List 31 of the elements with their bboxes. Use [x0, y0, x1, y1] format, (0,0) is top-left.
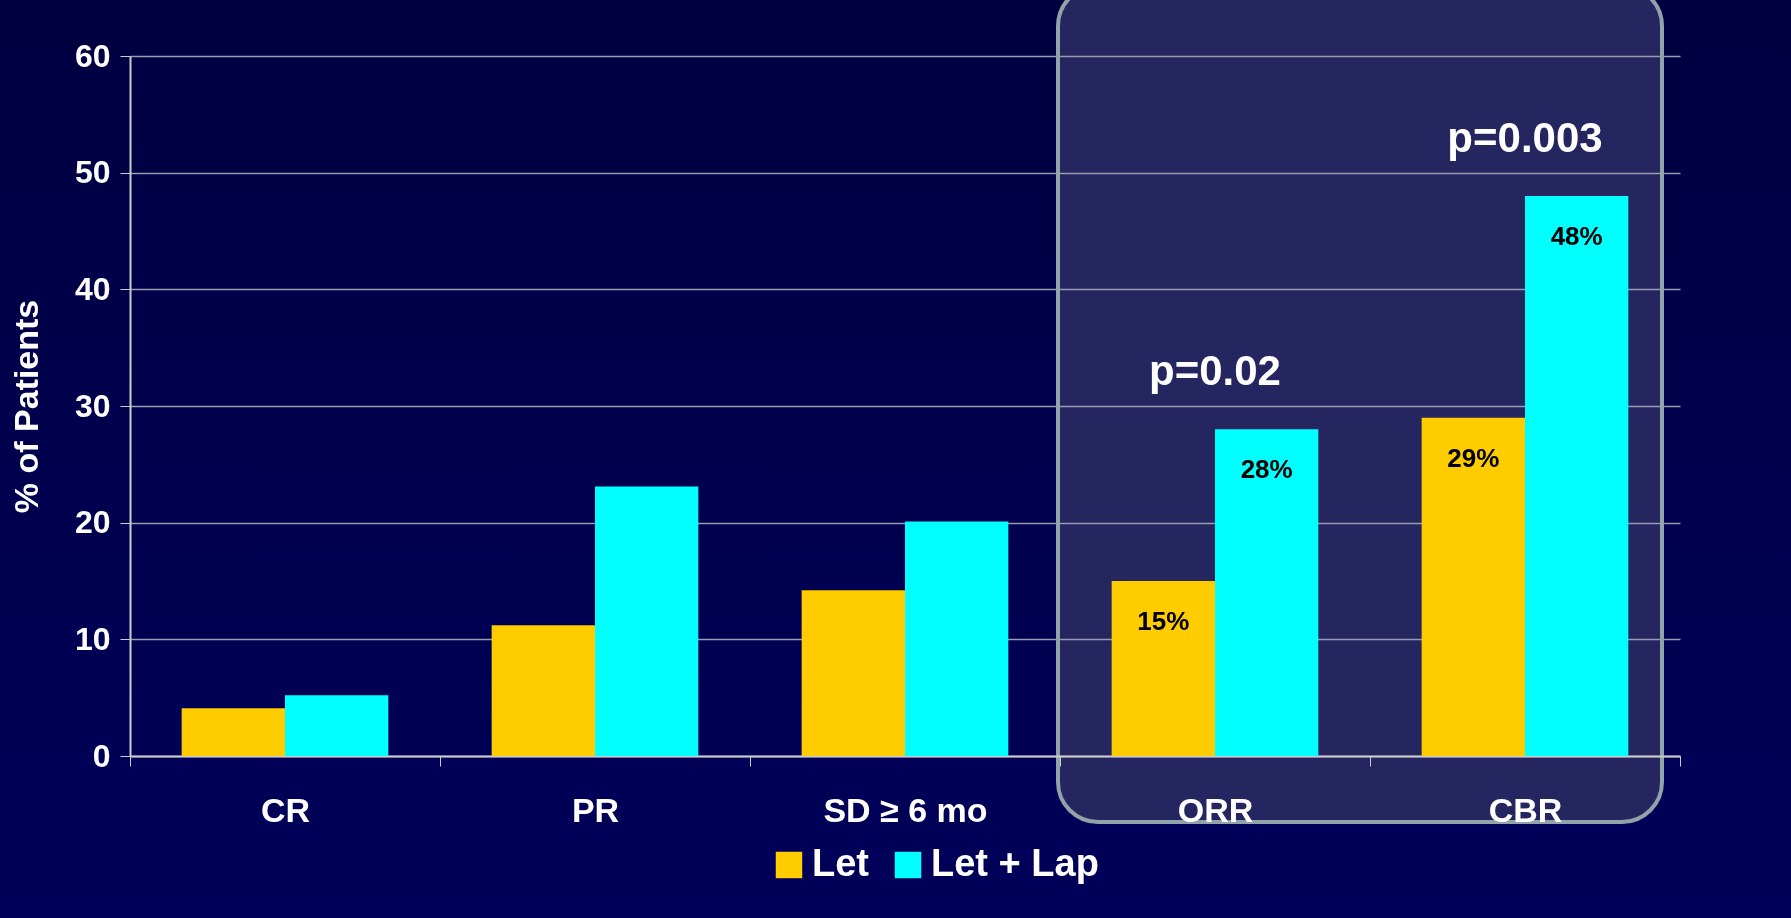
- data-label: 15%: [1137, 606, 1190, 636]
- x-tick-label: ORR: [1177, 790, 1254, 829]
- data-label: 29%: [1447, 442, 1500, 473]
- y-axis-title: % of Patients: [6, 299, 45, 514]
- y-tick-label: 60: [74, 37, 111, 74]
- annotation: p=0.02: [1149, 347, 1281, 395]
- bar: [1111, 581, 1215, 756]
- y-tick-label: 50: [74, 154, 111, 191]
- bar: [285, 695, 389, 756]
- legend-label: Let: [812, 842, 870, 884]
- bar: [1525, 196, 1629, 756]
- data-label: 28%: [1240, 454, 1293, 485]
- y-tick-label: 40: [74, 270, 111, 307]
- bar: [491, 625, 595, 756]
- bar: [801, 590, 905, 756]
- x-tick-label: PR: [571, 790, 620, 829]
- x-tick-label: CBR: [1488, 790, 1563, 829]
- x-tick-label: SD ≥ 6 mo: [823, 790, 988, 829]
- y-tick-label: 0: [92, 737, 111, 774]
- bar: [1421, 417, 1525, 756]
- bar: [1215, 429, 1319, 756]
- bar: [905, 521, 1009, 756]
- y-tick-label: 20: [74, 504, 111, 541]
- y-tick-label: 10: [74, 620, 111, 657]
- x-tick-label: CR: [260, 790, 311, 829]
- data-label: 48%: [1550, 221, 1603, 251]
- annotation: p=0.003: [1447, 114, 1603, 161]
- y-tick-label: 30: [74, 387, 111, 424]
- bar: [595, 486, 699, 756]
- bar: [181, 708, 285, 756]
- legend-label: Let + Lap: [931, 842, 1099, 884]
